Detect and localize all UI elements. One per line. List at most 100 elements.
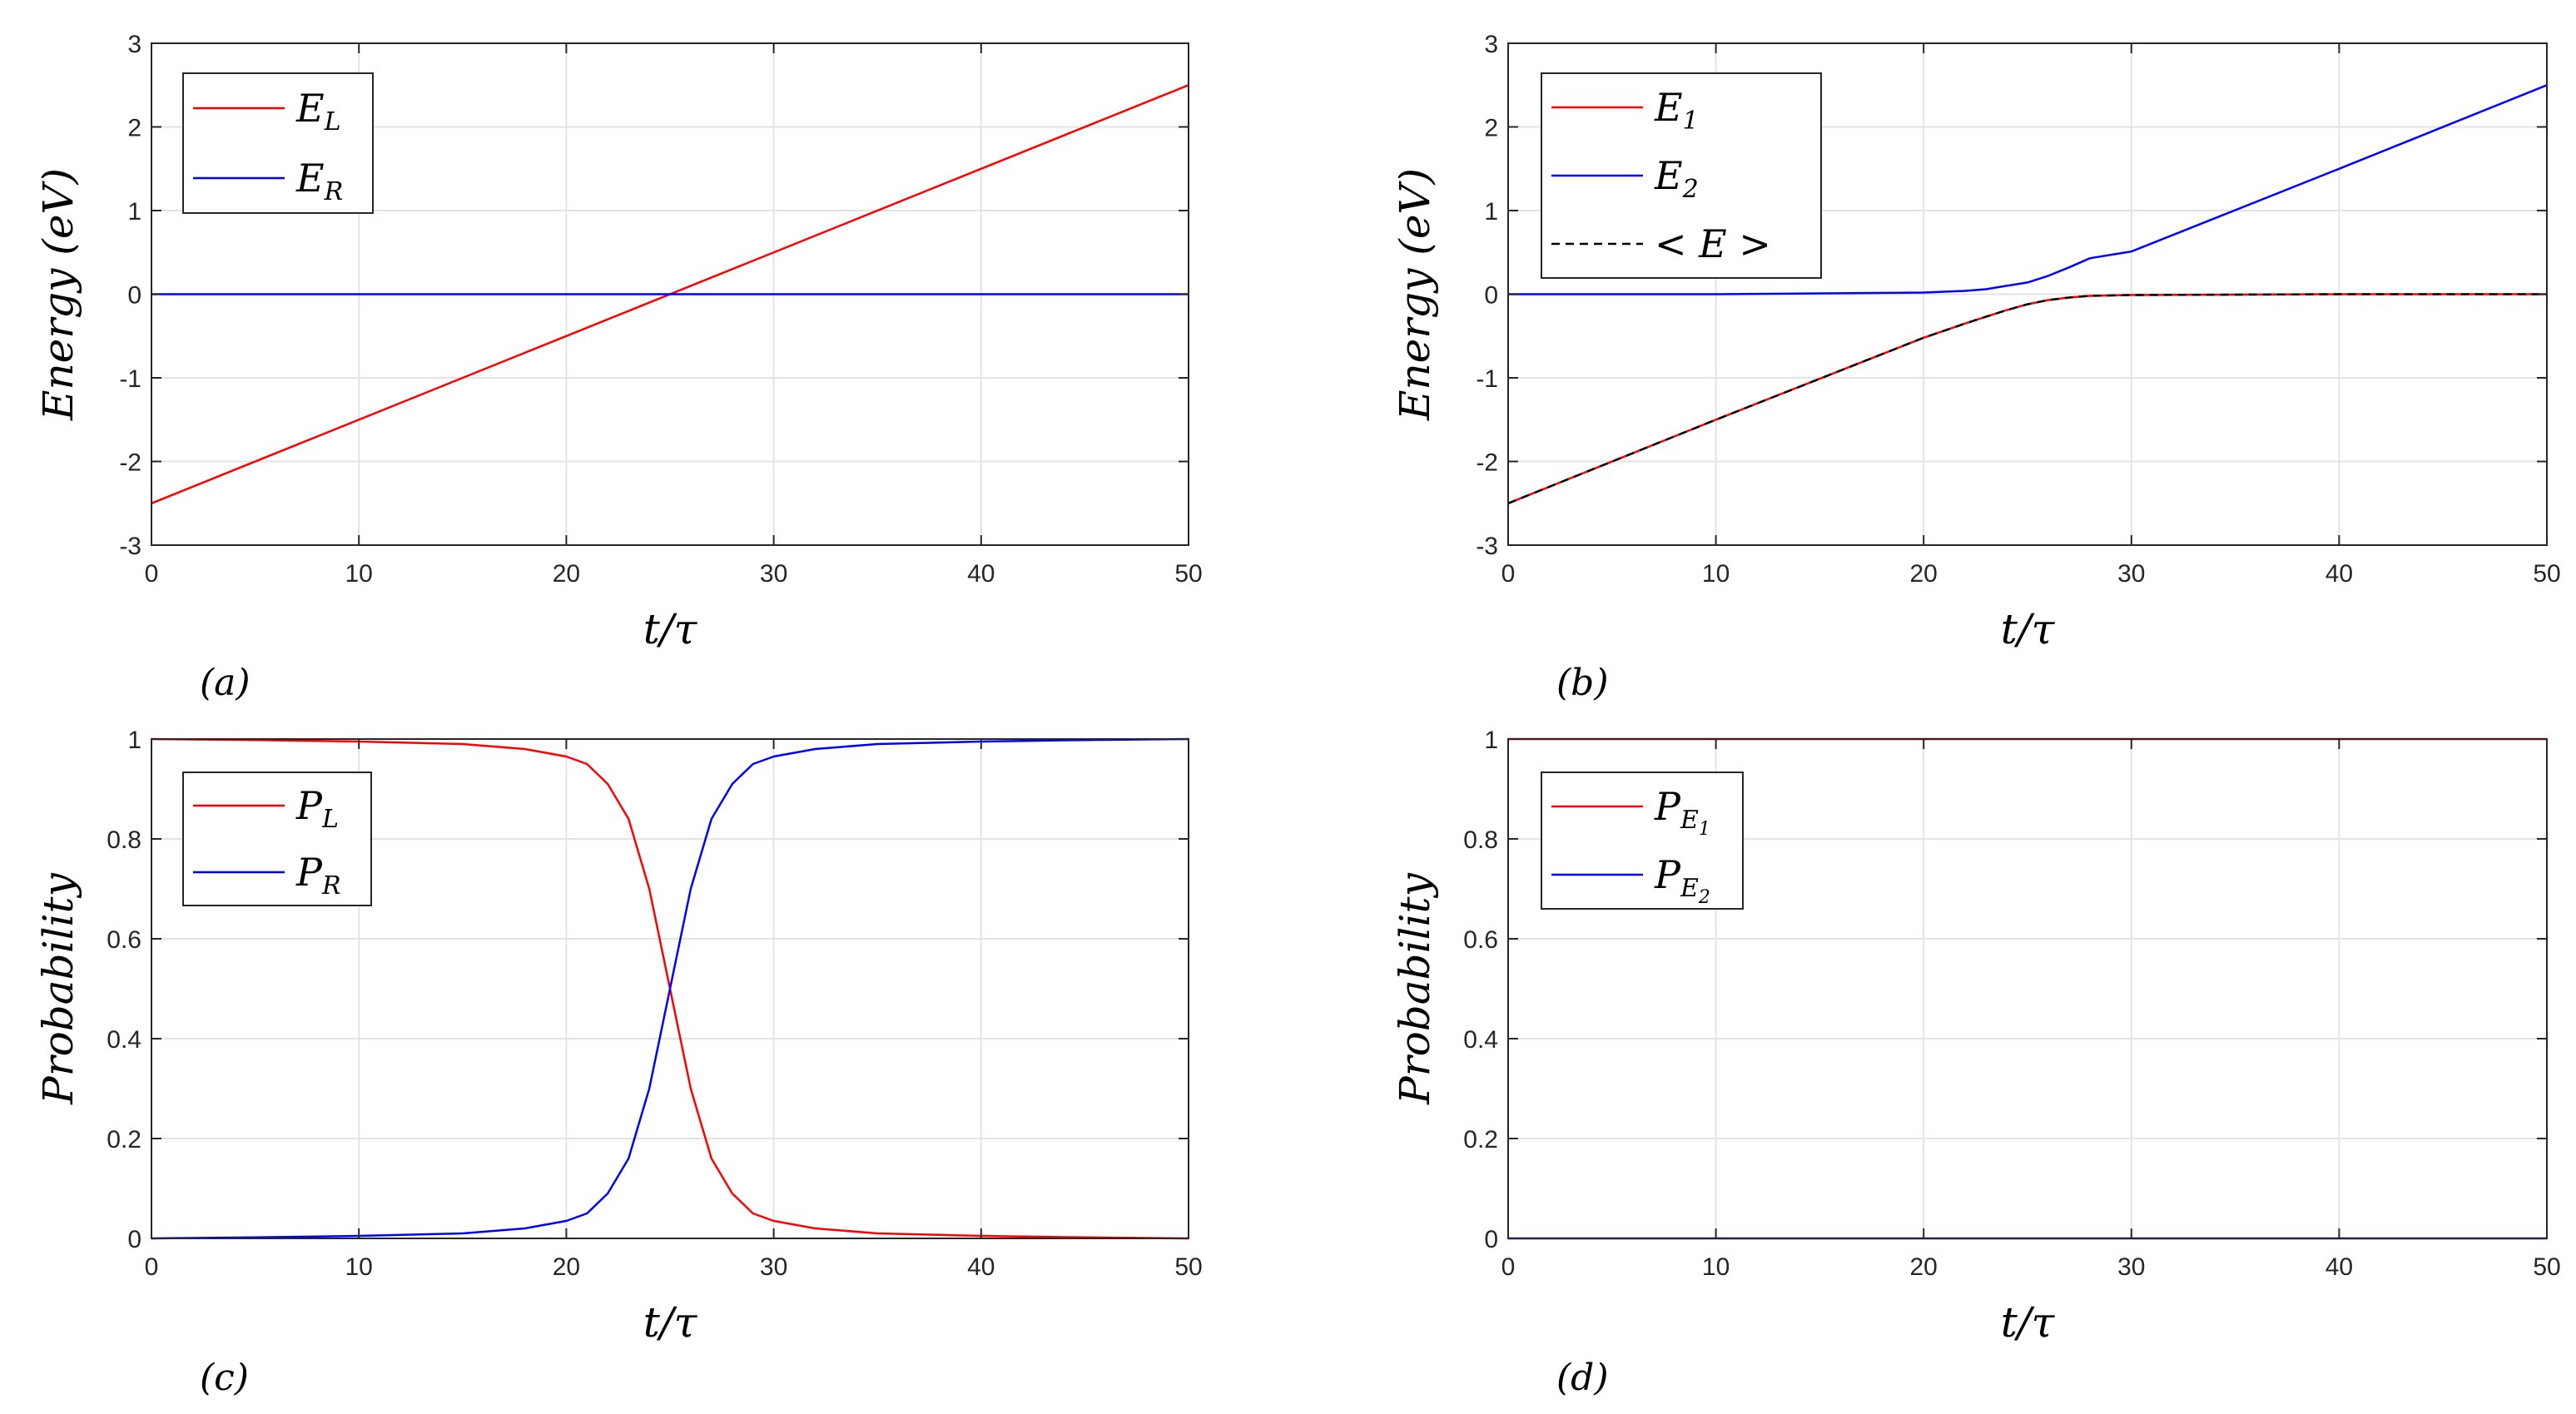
legend-label-main: E [295,86,325,131]
chart-panel-c: 0 10 20 30 40 50 0 0.2 0.4 0.6 0.8 1 t/τ Probability (… [34,727,1203,1399]
legend-label: ER [295,156,343,206]
x-tick-label: 10 [345,560,373,588]
y-tick-label: 0.4 [1463,1026,1498,1054]
legend-box [182,771,372,906]
x-tick-label: 0 [1501,560,1516,588]
legend-label: PL [295,783,339,834]
y-tick-label: 1 [127,727,141,754]
legend: PL PR [182,771,372,906]
legend-label: EL [295,86,341,136]
y-axis-label: Probability [34,872,82,1105]
panel-label: (b) [1556,662,1609,704]
legend-label: < E > [1655,221,1771,266]
x-tick-label: 30 [2117,1253,2145,1281]
legend-label-sub: L [324,107,341,136]
y-tick-label: 1 [1484,727,1498,754]
y-tick-label: 3 [127,31,141,58]
x-tick-label: 30 [760,1253,787,1281]
x-tick-label: 0 [1501,1253,1516,1281]
legend-label-main: P [295,783,323,828]
legend-label-main: E [295,156,325,201]
legend-label-sub: 2 [1682,175,1699,204]
legend-label-sub: R [324,177,344,206]
x-tick-label: 50 [1174,560,1202,588]
legend-label-main: P [1654,852,1681,897]
x-tick-label: 0 [145,560,159,588]
legend-label-main: P [295,850,323,895]
y-tick-label: -1 [1476,365,1498,393]
legend-label-sub: 1 [1683,107,1699,136]
y-tick-label: 3 [1484,31,1498,58]
y-tick-label: 2 [127,115,141,142]
x-tick-label: 40 [967,1253,995,1281]
x-tick-label: 40 [2325,1253,2353,1281]
axes-box [151,738,1189,1239]
x-axis-label: t/τ [2001,605,2056,653]
legend-label: E2 [1654,153,1699,204]
legend-label-sub: E [1680,874,1699,903]
y-tick-label: 0 [127,282,141,310]
x-tick-label: 40 [2325,560,2353,588]
y-tick-label: -2 [1476,449,1498,477]
y-tick-label: 0.2 [1463,1126,1498,1154]
legend-box [1541,771,1744,910]
legend-label-sub: E [1680,806,1699,835]
panel-label: (c) [200,1357,249,1399]
legend-label: PE1 [1654,784,1710,840]
series-line [1507,293,2547,504]
x-axis-label: t/τ [643,605,698,653]
y-tick-label: 2 [1484,115,1498,142]
x-tick-label: 20 [553,560,580,588]
y-axis-label: Energy (eV) [1391,168,1439,421]
x-tick-label: 50 [2533,1253,2560,1281]
y-tick-label: 1 [127,198,141,226]
x-tick-label: 40 [967,560,995,588]
y-tick-label: -3 [119,533,141,560]
chart-panel-a: 0 10 20 30 40 50 -3 -2 -1 0 1 2 3 t/τ Energy (eV) (a) EL… [34,31,1203,704]
x-tick-label: 30 [760,560,787,588]
x-tick-label: 10 [345,1253,373,1281]
legend-box [182,72,374,214]
legend-label-subsub: 2 [1698,887,1710,908]
x-tick-label: 20 [1910,1253,1938,1281]
y-tick-label: 0 [1484,1226,1498,1253]
y-axis-label: Probability [1391,872,1439,1105]
x-tick-label: 30 [2117,560,2145,588]
series-line [1508,84,2548,295]
y-tick-label: -1 [119,365,141,393]
x-tick-label: 50 [2533,560,2560,588]
y-tick-label: 0.6 [1463,926,1498,954]
legend-label-subsub: 1 [1699,819,1710,840]
y-tick-label: 0.8 [107,826,141,854]
y-axis-label: Energy (eV) [34,168,82,421]
y-tick-label: 0 [127,1226,141,1253]
y-tick-label: -2 [119,449,141,477]
series-line [151,737,1189,1240]
y-tick-label: 0.2 [107,1126,141,1154]
legend-label-main: E [1654,85,1683,130]
axes-box [1507,738,2548,1239]
y-tick-label: 0.4 [107,1026,141,1054]
x-tick-label: 50 [1174,1253,1202,1281]
y-tick-label: 1 [1484,198,1498,226]
y-tick-label: 0.6 [107,926,141,954]
legend-label: PE2 [1654,852,1710,908]
panel-label: (d) [1556,1357,1609,1399]
legend-label-sub: L [321,805,339,834]
x-tick-label: 20 [1910,560,1938,588]
legend-label-main: E [1654,153,1683,198]
legend-label-main: P [1654,784,1681,829]
x-axis-label: t/τ [2001,1298,2056,1347]
y-tick-label: 0 [1484,282,1498,310]
x-tick-label: 10 [1702,1253,1730,1281]
x-tick-label: 10 [1702,560,1730,588]
panel-label: (a) [200,662,251,704]
legend-label: E1 [1654,85,1699,136]
legend-label: PR [295,850,341,900]
chart-panel-d: 0 10 20 30 40 50 0 0.2 0.4 0.6 0.8 1 t/τ Probability (… [1391,727,2561,1399]
